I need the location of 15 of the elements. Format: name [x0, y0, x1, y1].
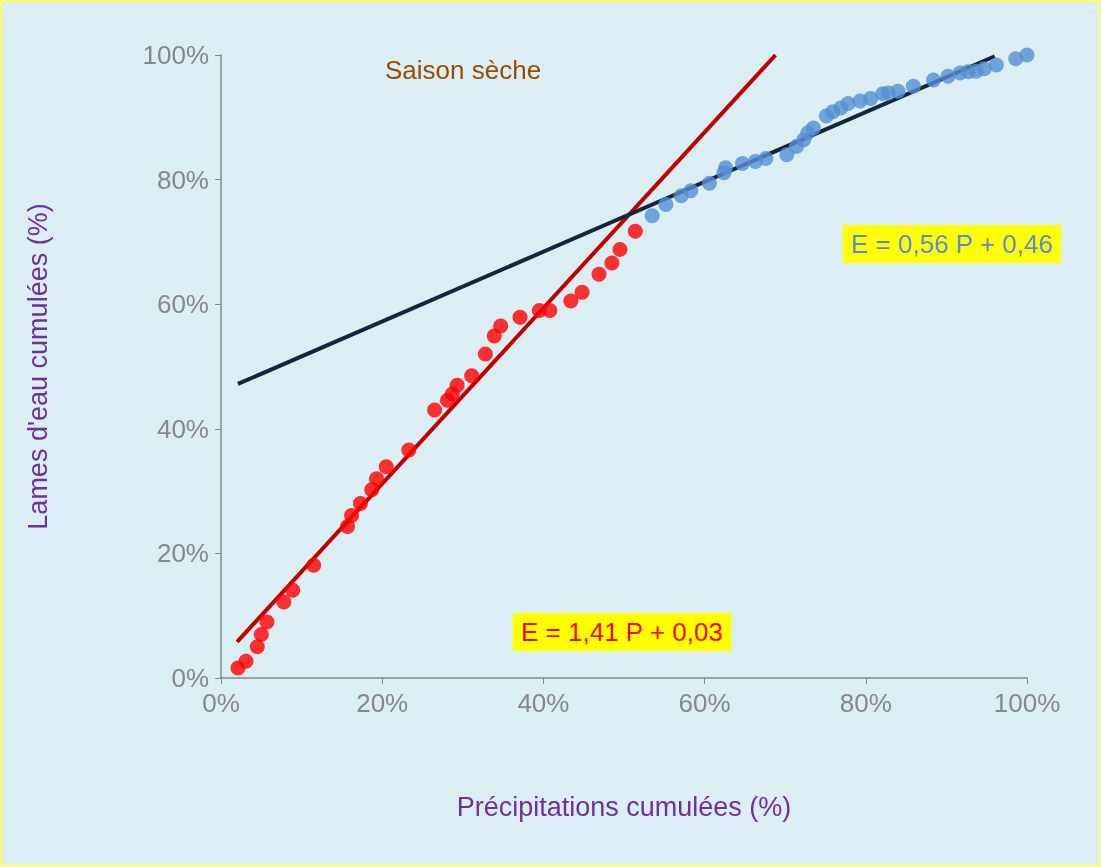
- x-tick-label: 60%: [678, 688, 731, 718]
- x-tick-label: 80%: [839, 688, 892, 718]
- y-tick-label: 20%: [156, 538, 209, 569]
- y-tick-label: 40%: [156, 413, 209, 444]
- x-tick-label: 40%: [517, 688, 570, 718]
- y-tick-label: 60%: [156, 289, 209, 320]
- annotation: E = 1,41 P + 0,03: [521, 617, 723, 647]
- y-tick-label: 100%: [142, 40, 209, 70]
- x-tick-label: 20%: [356, 688, 409, 718]
- y-axis-title: Lames d'eau cumulées (%): [22, 203, 53, 530]
- annotation: E = 0,56 P + 0,46: [851, 229, 1053, 259]
- chart-title: Saison sèche: [385, 55, 542, 85]
- y-tick-label: 80%: [156, 164, 209, 195]
- x-axis-title: Précipitations cumulées (%): [456, 791, 792, 822]
- x-tick-label: 100%: [993, 688, 1061, 718]
